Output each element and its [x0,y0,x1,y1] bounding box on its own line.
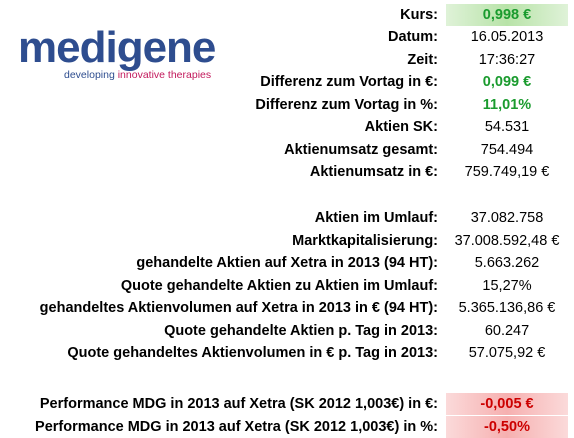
stat-label: gehandeltes Aktienvolumen auf Xetra in 2… [39,300,438,316]
stat-value: 754.494 [480,142,534,158]
stat-label: Kurs: [400,7,438,23]
stat-label: Aktien SK: [364,119,438,135]
stat-row: gehandeltes Aktienvolumen auf Xetra in 2… [0,297,574,319]
stat-row: Zeit: 17:36:27 [0,49,574,71]
stat-label: Differenz zum Vortag in €: [260,74,438,90]
stat-label: Differenz zum Vortag in %: [255,97,438,113]
stat-value: 0,099 € [482,74,532,90]
stat-row: Differenz zum Vortag in %: 11,01% [0,94,574,116]
stat-label: Quote gehandelte Aktien p. Tag in 2013: [164,323,438,339]
stat-value: -0,005 € [446,393,568,415]
stat-value: 15,27% [482,278,532,294]
stat-row: Datum: 16.05.2013 [0,26,574,48]
stat-row: Aktien SK: 54.531 [0,116,574,138]
stat-row: Aktien im Umlauf: 37.082.758 [0,207,574,229]
stat-value: 11,01% [482,97,532,113]
stat-label: Datum: [388,29,438,45]
stat-label: Zeit: [407,52,438,68]
stat-value: 54.531 [484,119,530,135]
stat-value: 0,998 € [446,4,568,26]
stat-row: Kurs: 0,998 € [0,4,574,26]
stat-row: Aktienumsatz gesamt: 754.494 [0,139,574,161]
stat-value: 37.082.758 [470,210,544,226]
logo-tagline-b: innovative therapies [117,69,212,81]
stat-label: Aktien im Umlauf: [314,210,438,226]
stat-row: Performance MDG in 2013 auf Xetra (SK 20… [0,416,574,438]
stat-value: 37.008.592,48 € [454,233,560,249]
stat-value: 16.05.2013 [470,29,544,45]
stat-label: Quote gehandelte Aktien zu Aktien im Uml… [120,278,438,294]
stat-row: Aktienumsatz in €: 759.749,19 € [0,161,574,183]
stat-value: 759.749,19 € [464,164,550,180]
stat-label: Performance MDG in 2013 auf Xetra (SK 20… [39,396,438,412]
stat-label: Performance MDG in 2013 auf Xetra (SK 20… [35,419,438,435]
stat-value: 57.075,92 € [468,345,546,361]
stat-row: Differenz zum Vortag in €: 0,099 € [0,71,574,93]
medigene-logo: medigene developing innovative therapies [18,26,218,86]
stat-label: Aktienumsatz gesamt: [284,142,438,158]
logo-tagline: developing innovative therapies [64,69,211,81]
stat-label: Marktkapitalisierung: [292,233,438,249]
stat-row: Performance MDG in 2013 auf Xetra (SK 20… [0,393,574,415]
stat-row: gehandelte Aktien auf Xetra in 2013 (94 … [0,252,574,274]
stat-label: Quote gehandeltes Aktienvolumen in € p. … [67,345,438,361]
stat-label: gehandelte Aktien auf Xetra in 2013 (94 … [136,255,438,271]
stat-label: Aktienumsatz in €: [309,164,438,180]
stat-value: 60.247 [484,323,530,339]
stat-value: -0,50% [446,416,568,438]
stat-row: Quote gehandelte Aktien p. Tag in 2013: 6… [0,320,574,342]
stat-row: Quote gehandeltes Aktienvolumen in € p. … [0,342,574,364]
stat-row: Quote gehandelte Aktien zu Aktien im Uml… [0,275,574,297]
logo-tagline-a: developing [64,69,118,81]
stat-row: Marktkapitalisierung: 37.008.592,48 € [0,230,574,252]
stat-value: 5.365.136,86 € [458,300,556,316]
stat-value: 5.663.262 [474,255,540,271]
stat-value: 17:36:27 [478,52,536,68]
logo-wordmark: medigene [18,23,216,72]
